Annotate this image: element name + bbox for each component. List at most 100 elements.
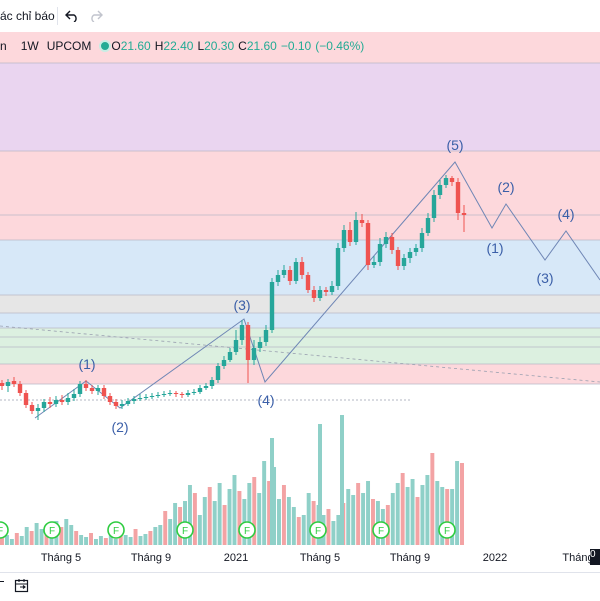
bottom-toolbar — [0, 572, 600, 601]
volume-bar — [0, 537, 4, 545]
volume-bar — [336, 515, 341, 545]
candle-body — [221, 360, 227, 366]
projection-label-4: (4) — [557, 206, 575, 222]
volume-bar — [173, 503, 178, 545]
volume-bar — [366, 481, 371, 545]
volume-bar — [237, 491, 242, 545]
fib-band — [0, 215, 600, 240]
calendar-goto-icon[interactable] — [14, 578, 30, 594]
change-value: −0.10 — [280, 39, 312, 53]
wave-label-2: (2) — [111, 419, 129, 435]
volume-bar — [277, 499, 281, 545]
volume-bar — [202, 497, 207, 545]
volume-bar — [163, 511, 168, 545]
candle-body — [239, 325, 245, 340]
low-key: L — [197, 39, 205, 53]
volume-bar — [267, 481, 272, 545]
event-marker-label: F — [378, 526, 384, 537]
redo-icon[interactable] — [86, 6, 106, 26]
interval-label[interactable]: 1W — [20, 39, 39, 53]
dividend-event-marker — [438, 521, 456, 539]
candle-body — [233, 340, 239, 352]
candle-body — [95, 388, 101, 391]
candle-body — [17, 384, 23, 393]
event-marker-label: F — [49, 526, 55, 537]
event-markers: FFFFFFFF — [0, 521, 456, 539]
volume-bar — [197, 515, 202, 545]
event-marker-label: F — [113, 526, 119, 537]
volume-bar — [346, 489, 351, 545]
candle-body — [335, 248, 341, 286]
fib-band — [0, 313, 600, 328]
candle-body — [107, 396, 113, 402]
volume-bar — [371, 499, 375, 545]
candle-body — [215, 366, 221, 380]
candle-body — [113, 402, 119, 406]
toolbar-divider — [57, 7, 58, 25]
projection-label-3: (3) — [536, 270, 554, 286]
event-marker-label: F — [0, 526, 3, 537]
volume-bar — [415, 497, 420, 545]
dividend-event-marker — [309, 521, 327, 539]
candle-body — [341, 230, 347, 248]
indicators-button[interactable]: ác chỉ báo — [0, 9, 55, 23]
candle-body — [155, 395, 161, 396]
candle-body — [377, 244, 383, 262]
top-toolbar: ác chỉ báo — [0, 0, 600, 33]
x-axis-label: Tháng 5 — [40, 552, 82, 564]
fibonacci-bands — [0, 32, 600, 401]
volume-spike — [318, 424, 322, 545]
volume-bar — [390, 493, 395, 545]
volume-bar — [153, 527, 158, 545]
high-value: 22.40 — [163, 39, 194, 53]
candle-body — [41, 402, 47, 408]
volume-bar — [410, 479, 415, 545]
trend-line — [0, 325, 600, 383]
volume-bar — [93, 539, 98, 545]
x-axis-label: Tháng 5 — [299, 552, 341, 564]
volume-bar — [4, 535, 9, 545]
undo-icon[interactable] — [62, 6, 82, 26]
candle-body — [257, 342, 263, 348]
volume-bar — [217, 483, 222, 545]
volume-bar — [118, 531, 123, 545]
candle-body — [0, 383, 5, 386]
fib-band — [0, 328, 600, 364]
candle-body — [431, 195, 437, 218]
volume-bar — [207, 487, 212, 545]
candle-body — [203, 386, 209, 388]
volume-bar — [14, 533, 19, 545]
candle-body — [47, 402, 53, 404]
scroll-left-icon[interactable] — [0, 581, 4, 582]
volume-bar — [24, 527, 29, 545]
dividend-event-marker — [176, 521, 194, 539]
open-value: 21.60 — [120, 39, 151, 53]
volume-bar — [227, 489, 232, 545]
price-chart[interactable]: FFFFFFFF — [0, 32, 600, 572]
event-marker-label: F — [244, 526, 250, 537]
candle-body — [383, 237, 389, 244]
candle-body — [305, 275, 311, 290]
volume-bar — [420, 485, 425, 545]
volume-bar — [425, 475, 430, 545]
volume-bar — [252, 477, 257, 545]
x-axis-label: Tháng 9 — [389, 552, 431, 564]
volume-bar — [138, 536, 143, 545]
close-value: 21.60 — [246, 39, 277, 53]
wave-label-3: (3) — [233, 297, 251, 313]
candle-body — [353, 220, 359, 242]
candle-body — [125, 401, 131, 404]
candle-body — [53, 400, 59, 404]
volume-bar — [187, 485, 192, 545]
candle-body — [359, 220, 365, 223]
wave-label-1: (1) — [78, 356, 96, 372]
candlesticks — [0, 175, 467, 420]
volume-bar — [158, 525, 163, 545]
candle-body — [11, 381, 17, 384]
x-axis-label: Tháng 9 — [130, 552, 172, 564]
volume-bar — [450, 489, 455, 545]
volume-bar — [59, 527, 64, 545]
volume-bar — [69, 525, 74, 545]
candle-body — [419, 233, 425, 248]
symbol-name[interactable]: n — [0, 39, 7, 53]
